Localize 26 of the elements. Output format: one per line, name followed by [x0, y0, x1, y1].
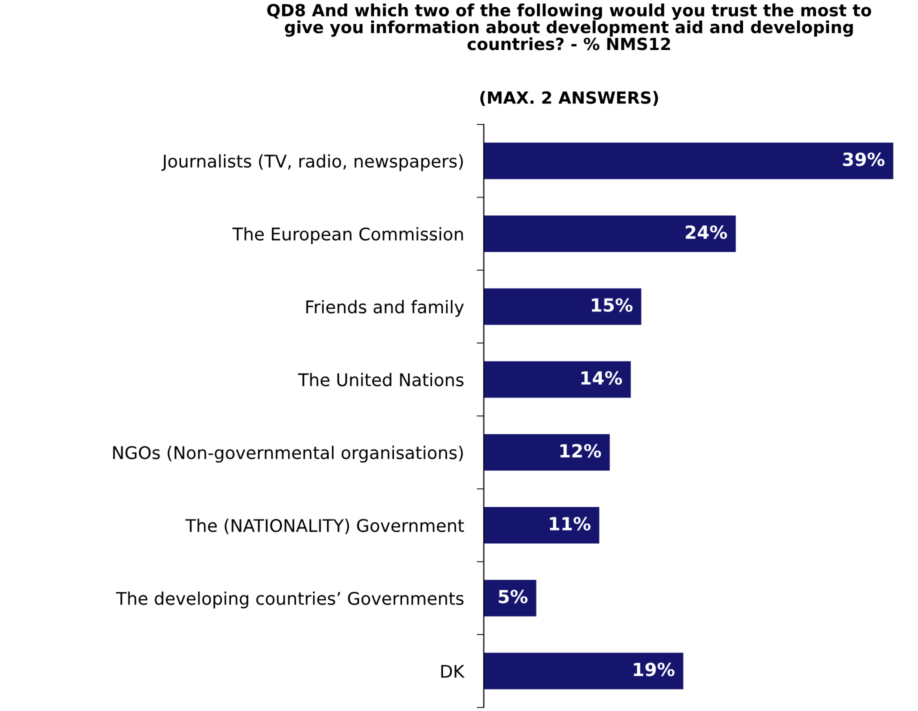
chart-title: QD8 And which two of the following would you trust the most to give you information about development aid and developing countries? - % NMS12 — [267, 4, 872, 50]
bar — [484, 216, 736, 252]
bar — [484, 142, 894, 180]
data-label: 5% — [498, 590, 528, 604]
bar — [484, 580, 536, 616]
data-label: 11% — [550, 516, 591, 530]
y-tick-label: The developing countries’ Governments — [116, 592, 464, 608]
y-tick-label: Friends and family — [306, 300, 464, 317]
data-label: 19% — [634, 662, 675, 676]
y-tick-label: The European Commission — [232, 227, 463, 244]
bar — [484, 507, 600, 544]
data-label: 14% — [581, 371, 622, 385]
bar — [484, 288, 642, 325]
data-label: 24% — [686, 225, 728, 239]
y-tick-label: DK — [441, 664, 465, 678]
y-tick-label: Journalists (TV, radio, newspapers) — [161, 154, 463, 172]
data-label: 39% — [843, 152, 885, 166]
bar — [484, 434, 610, 471]
y-tick-label: The United Nations — [298, 372, 464, 386]
y-tick-label: The (NATIONALITY) Government — [185, 518, 464, 534]
y-tick-label: NGOs (Non-governmental organisations) — [113, 446, 463, 463]
bar — [484, 361, 631, 398]
data-label: 12% — [560, 444, 602, 458]
chart-subtitle: (MAX. 2 ANSWERS) — [480, 91, 658, 106]
data-label: 15% — [592, 298, 633, 312]
bar — [484, 652, 684, 690]
